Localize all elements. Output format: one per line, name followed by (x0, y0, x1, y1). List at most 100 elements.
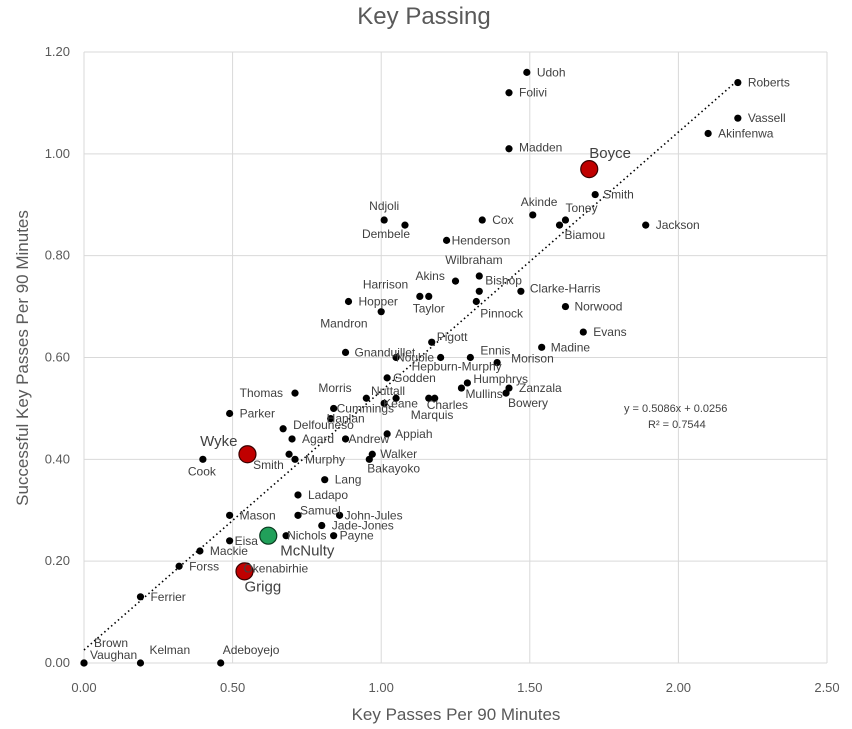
point-harrison (416, 292, 424, 300)
point-label-akinfenwa: Akinfenwa (718, 126, 774, 140)
point-label-mandron: Mandron (320, 317, 367, 331)
point-evans (579, 328, 587, 336)
point-label-delfouneso: Delfouneso (293, 418, 354, 432)
point-label-vaughan: Vaughan (90, 648, 137, 662)
point-murphy (291, 455, 299, 463)
point-adeboyejo (217, 659, 225, 667)
point-label-parker: Parker (240, 407, 275, 421)
point-akinde (529, 211, 537, 219)
x-tick-label: 2.50 (814, 680, 839, 695)
point-marquis (425, 394, 433, 402)
point-jade-jones (318, 521, 326, 530)
point-label-marquis: Marquis (411, 408, 454, 422)
point-label-cummings: Cummings (337, 401, 394, 415)
point-label-mackie: Mackie (210, 544, 248, 558)
x-axis-title: Key Passes Per 90 Minutes (352, 705, 561, 724)
point-label-brown: Brown (94, 636, 128, 650)
point-norwood (561, 302, 570, 311)
point-cook (199, 455, 207, 463)
y-tick-label: 0.00 (45, 655, 70, 670)
point-toney (561, 216, 570, 224)
point-label-toney: Toney (565, 201, 597, 215)
point-label-morris: Morris (318, 381, 351, 395)
point-label-kelman: Kelman (149, 643, 190, 657)
point-label-clarke-harris: Clarke-Harris (530, 281, 601, 295)
point-label-cox: Cox (492, 213, 513, 227)
point-label-biamou: Biamou (565, 228, 606, 242)
point-udoh (523, 68, 531, 76)
point-wilbraham (475, 272, 483, 280)
point-label-harrison: Harrison (363, 277, 408, 291)
point-label-akinde: Akinde (521, 195, 558, 209)
point-madine (538, 343, 546, 351)
y-tick-label: 0.40 (45, 451, 70, 466)
point-hanlan (327, 415, 335, 423)
point-nichols (282, 532, 290, 540)
y-tick-label: 0.60 (45, 350, 70, 365)
point-mullins (457, 384, 466, 392)
point-label-charles: Charles (427, 398, 468, 412)
point-ladapo (294, 491, 302, 499)
point-akinfenwa (704, 129, 712, 138)
point-label-agard: Agard (302, 432, 334, 446)
x-tick-labels: 0.00 0.50 1.00 1.50 2.00 2.50 (71, 680, 839, 695)
point-label-adeboyejo: Adeboyejo (223, 643, 280, 657)
point-vaughan (80, 659, 88, 667)
point-label-ndjoli: Ndjoli (369, 199, 399, 213)
point-label-hopper: Hopper (359, 294, 398, 308)
point-label-thomas: Thomas (240, 386, 283, 400)
point-label-evans: Evans (593, 325, 626, 339)
point-bakayoko (365, 455, 373, 463)
grid (83, 51, 828, 664)
chart-title: Key Passing (357, 3, 490, 30)
point-label-hanlan: Hanlan (327, 412, 365, 426)
point-label-nouble: Nouble (396, 351, 434, 365)
point-label-wyke: Wyke (200, 433, 237, 450)
point-label-andrew: Andrew (349, 432, 390, 446)
x-tick-label: 1.50 (517, 680, 542, 695)
point-smith (285, 450, 293, 458)
point-boyce (580, 160, 599, 179)
point-label-keane: Keane (383, 396, 418, 410)
point-humphrys (463, 379, 471, 387)
point-label-dembele: Dembele (362, 227, 410, 241)
point-label-pinnock: Pinnock (480, 306, 524, 320)
x-tick-label: 2.00 (666, 680, 691, 695)
point-cox (478, 216, 486, 224)
point-label-eisa: Eisa (235, 534, 259, 548)
trendline (83, 79, 739, 651)
point-label-mullins: Mullins (465, 387, 502, 401)
point-label-bishop: Bishop (485, 273, 522, 287)
point-label-zanzala: Zanzala (519, 381, 562, 395)
point-roberts (734, 78, 742, 87)
point-label-mason: Mason (240, 508, 276, 522)
point-label-hepburn-murphy: Hepburn-Murphy (412, 360, 502, 374)
point-gnanduillet (341, 348, 350, 357)
trendline-path (83, 79, 739, 651)
point-pigott (428, 338, 436, 346)
point-label-taylor: Taylor (413, 301, 445, 315)
point-label-morison: Morison (511, 352, 554, 366)
point-label-cook: Cook (188, 464, 217, 478)
point-cummings (330, 404, 338, 413)
point-smith (591, 190, 599, 199)
point-samuel (294, 511, 302, 519)
point-label-nuttall: Nuttall (371, 384, 405, 398)
point-nuttall (392, 394, 400, 402)
point-bishop (475, 287, 483, 295)
point-label-grigg: Grigg (244, 578, 281, 595)
point-label-ladapo: Ladapo (308, 488, 348, 502)
point-label-wilbraham: Wilbraham (445, 253, 502, 267)
point-label-ferrier: Ferrier (150, 590, 185, 604)
point-label-okenabirhie: Okenabirhie (243, 561, 308, 575)
point-ennis (466, 353, 474, 362)
point-agard (288, 435, 296, 443)
point-hepburn-murphy (437, 353, 445, 362)
point-label-ennis: Ennis (480, 344, 510, 358)
point-vassell (734, 114, 742, 122)
point-ndjoli (380, 216, 388, 224)
point-henderson (442, 236, 451, 244)
point-mandron (377, 308, 385, 316)
trendline-equation: y = 0.5086x + 0.0256 (624, 403, 727, 415)
